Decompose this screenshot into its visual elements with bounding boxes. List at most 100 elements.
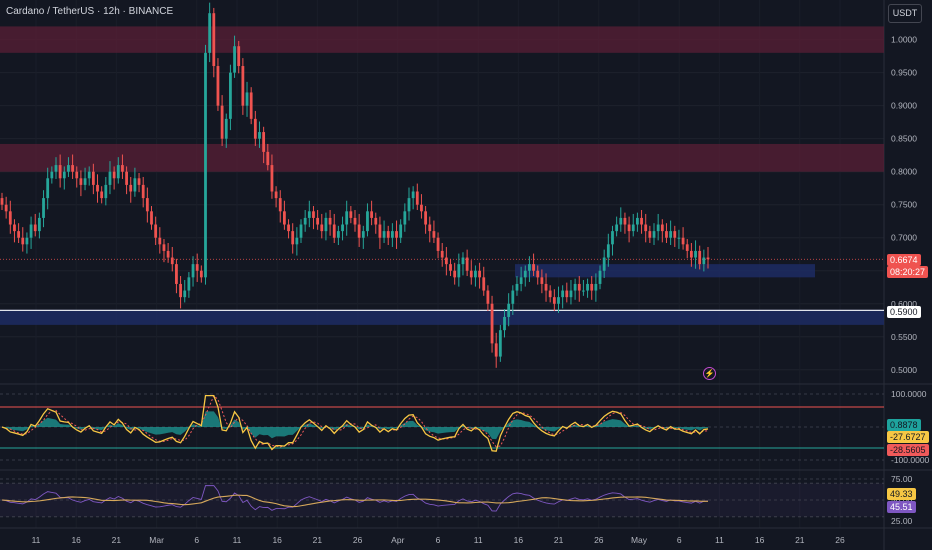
rsi-ma-tag: 49.33 [887,488,916,500]
time-tick-label: 11 [474,535,483,545]
time-tick-label: 26 [594,535,604,545]
candle-body [274,191,278,199]
candle-body [615,224,619,232]
candle-body [158,237,162,245]
price-tick-label: 1.0000 [891,35,917,45]
candle-body [590,283,594,291]
osc-value-tag: 0.8878 [887,419,921,431]
candle-body [220,105,224,139]
candle-body [503,316,506,331]
candle-body [357,224,361,238]
candle-body [386,231,390,238]
candle-body [62,171,66,179]
candle-body [706,257,710,260]
candle-body [287,224,290,232]
candle-body [627,224,631,232]
candle-body [266,151,270,166]
candle-body [457,264,461,278]
candle-body [249,92,253,119]
candle-body [253,118,257,139]
candle-body [407,198,411,212]
rsi-ma-line [1,494,709,508]
time-tick-label: 16 [514,535,524,545]
osc-signal-tag: -28.5605 [887,444,929,456]
candle-body [494,343,498,357]
candle-body [137,178,141,185]
rsi-tick-label: 50.00 [891,495,913,505]
rsi-value-tag: 45.51 [887,501,916,513]
current-price-tag: 0.6674 [887,254,921,266]
candle-body [258,132,261,139]
candle-body [532,264,535,271]
candle-body [4,204,8,212]
candle-body [195,264,199,271]
time-tick-label: 6 [436,535,441,545]
candle-body [87,171,91,179]
candle-body [370,211,374,218]
time-tick-label: 16 [755,535,765,545]
candle-body [46,178,50,199]
resistance-zone [0,143,884,172]
candle-body [216,66,220,106]
candle-body [75,171,79,179]
candle-body [681,237,685,245]
candle-body [702,257,706,265]
candle-body [569,290,573,298]
candle-body [133,178,137,192]
candle-body [79,178,83,185]
candle-body [507,303,511,317]
candle-body [33,224,37,232]
rsi-pane: 75.00 50.00 25.00 [0,474,913,526]
candle-body [511,290,515,304]
alert-icon[interactable]: ⚡ [703,367,716,380]
time-tick-label: 11 [715,535,724,545]
candle-body [399,224,403,238]
candle-body [145,198,149,212]
support-zone [0,309,884,325]
candle-body [528,264,531,271]
candle-body [598,270,602,284]
candle-body [440,250,444,258]
symbol-title: Cardano / TetherUS · 12h · BINANCE [6,6,174,17]
candle-body [378,224,382,238]
currency-button[interactable]: USDT [888,4,922,23]
candle-body [644,224,648,232]
candle-body [652,231,656,238]
candle-body [42,198,45,218]
candle-body [278,198,282,212]
candle-body [183,290,187,298]
candle-body [382,231,386,238]
time-tick-label: 21 [313,535,323,545]
resistance-zone [0,26,884,53]
candle-body [233,46,236,73]
candle-body [515,283,519,291]
candle-body [150,211,153,225]
candle-body [432,231,436,238]
candle-body [673,231,677,238]
candle-body [116,165,120,179]
candle-body [83,178,87,185]
candle-body [478,270,481,278]
candle-body [424,211,427,225]
candle-body [332,224,336,238]
time-tick-label: 16 [272,535,282,545]
candle-body [636,217,639,225]
candle-body [469,270,473,278]
time-tick-label: 6 [677,535,682,545]
candle-body [453,270,457,278]
candle-body [312,211,315,218]
time-tick-label: Apr [391,535,404,545]
candle-body [121,165,124,172]
candle-body [187,277,191,291]
candle-body [694,250,697,258]
candle-body [540,277,544,284]
candle-body [245,92,249,106]
candle-body [170,257,174,265]
candle-body [582,290,585,292]
candle-body [536,270,540,278]
candle-body [631,224,635,232]
price-tick-label: 0.7000 [891,233,917,243]
candle-body [175,264,178,284]
candle-body [108,171,112,185]
